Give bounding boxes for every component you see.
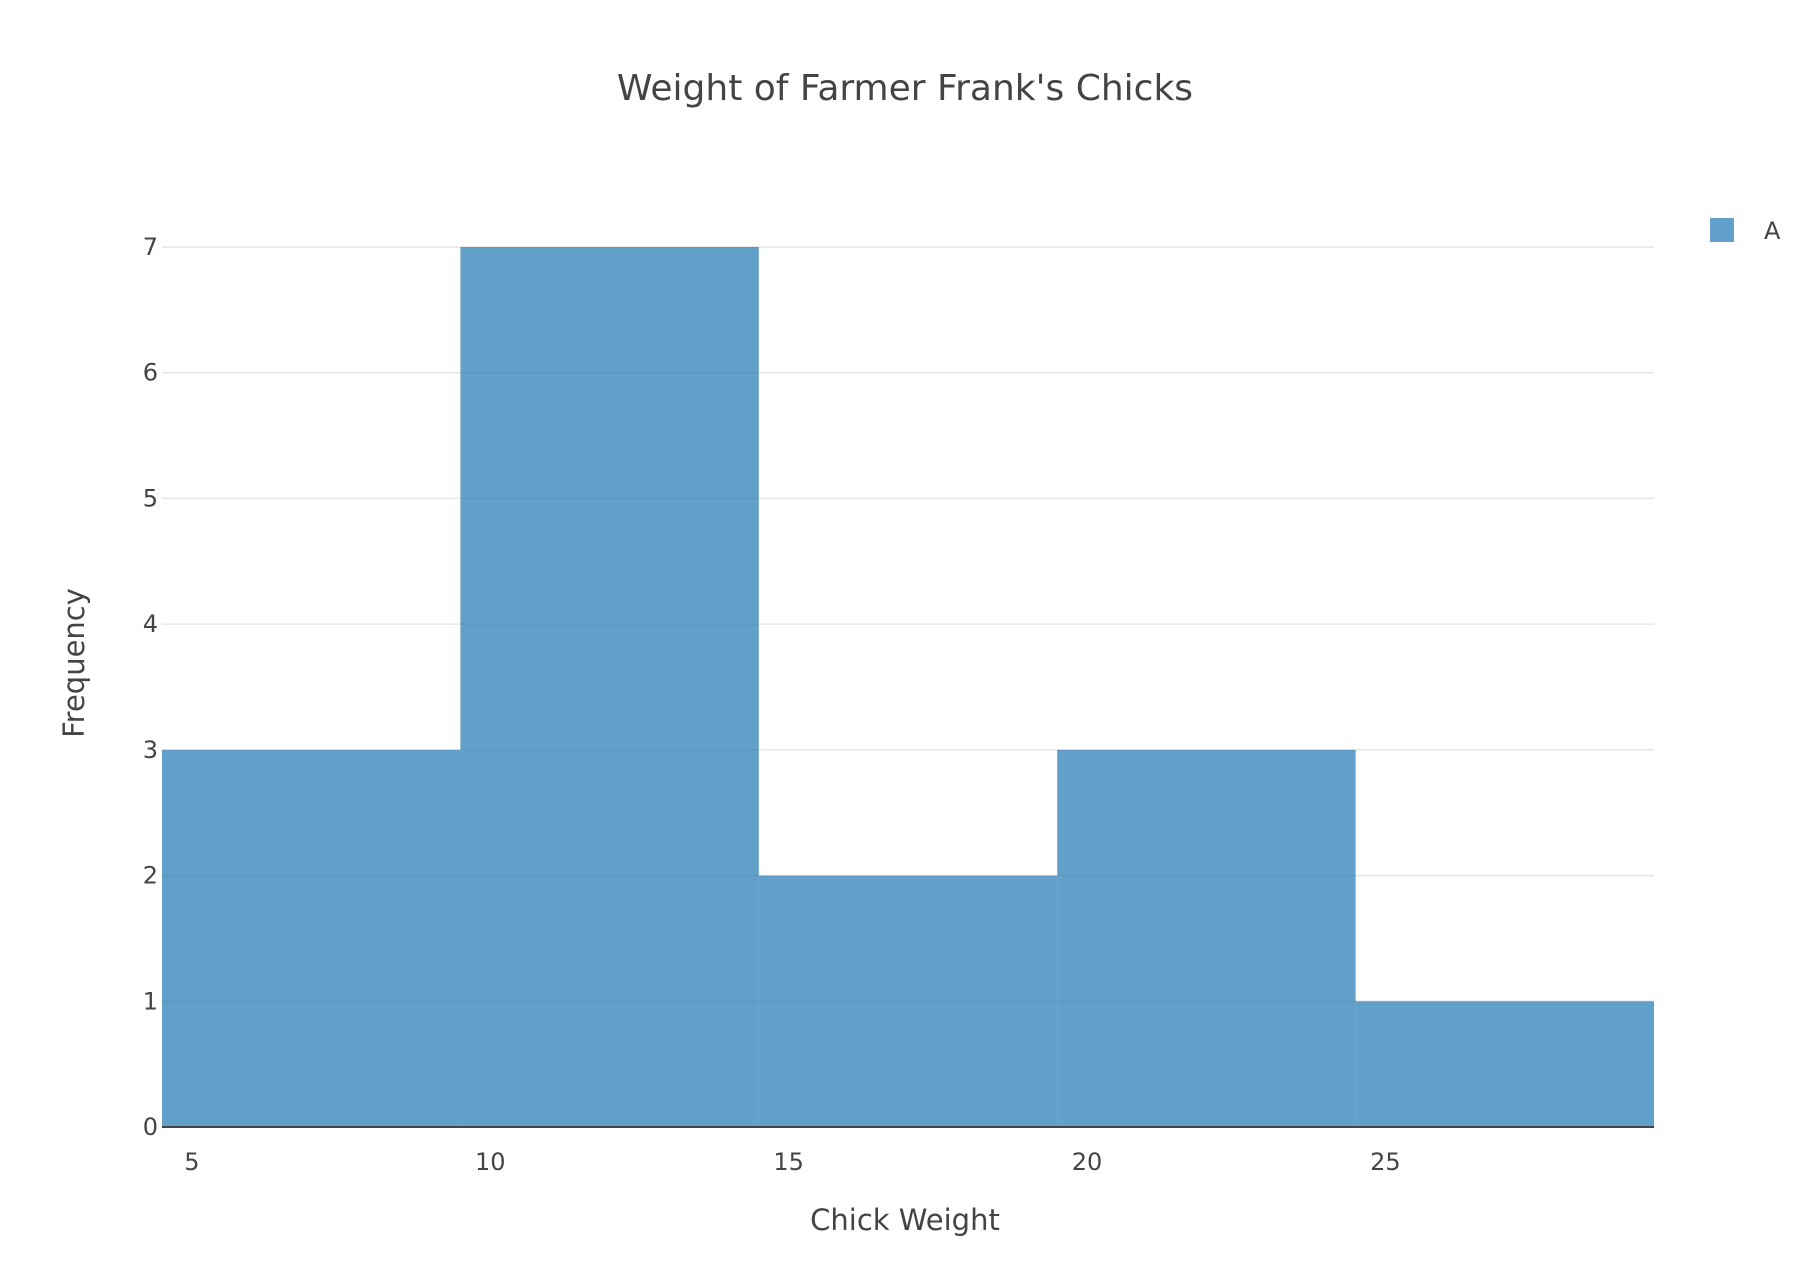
- y-tick-label: 7: [143, 233, 158, 261]
- bars: [162, 247, 1654, 1127]
- y-tick-label: 6: [143, 359, 158, 387]
- y-tick-label: 1: [143, 987, 158, 1015]
- chart-title: Weight of Farmer Frank's Chicks: [617, 68, 1193, 109]
- y-tick-label: 3: [143, 736, 158, 764]
- x-tick-label: 20: [1072, 1148, 1103, 1176]
- histogram-bar[interactable]: [162, 749, 461, 1127]
- y-axis-title: Frequency: [57, 588, 91, 738]
- legend[interactable]: A: [1710, 217, 1781, 245]
- histogram-bar[interactable]: [758, 875, 1058, 1127]
- y-tick-label: 2: [143, 862, 158, 890]
- histogram-bar[interactable]: [460, 247, 759, 1127]
- x-tick-label: 15: [773, 1148, 804, 1176]
- legend-label-series-a[interactable]: A: [1764, 217, 1781, 245]
- x-tick-label: 25: [1370, 1148, 1401, 1176]
- legend-swatch-series-a[interactable]: [1710, 218, 1734, 242]
- histogram-bar[interactable]: [1355, 1001, 1654, 1127]
- y-tick-label: 5: [143, 484, 158, 512]
- x-tick-label: 10: [475, 1148, 506, 1176]
- y-tick-label: 4: [143, 610, 158, 638]
- x-axis-title: Chick Weight: [810, 1203, 1000, 1237]
- axes: 0 1 2 3 4 5 6 7 5 10 15 20 25: [143, 233, 1654, 1176]
- x-tick-label: 5: [184, 1148, 199, 1176]
- histogram-bar[interactable]: [1057, 749, 1356, 1127]
- y-tick-label: 0: [143, 1113, 158, 1141]
